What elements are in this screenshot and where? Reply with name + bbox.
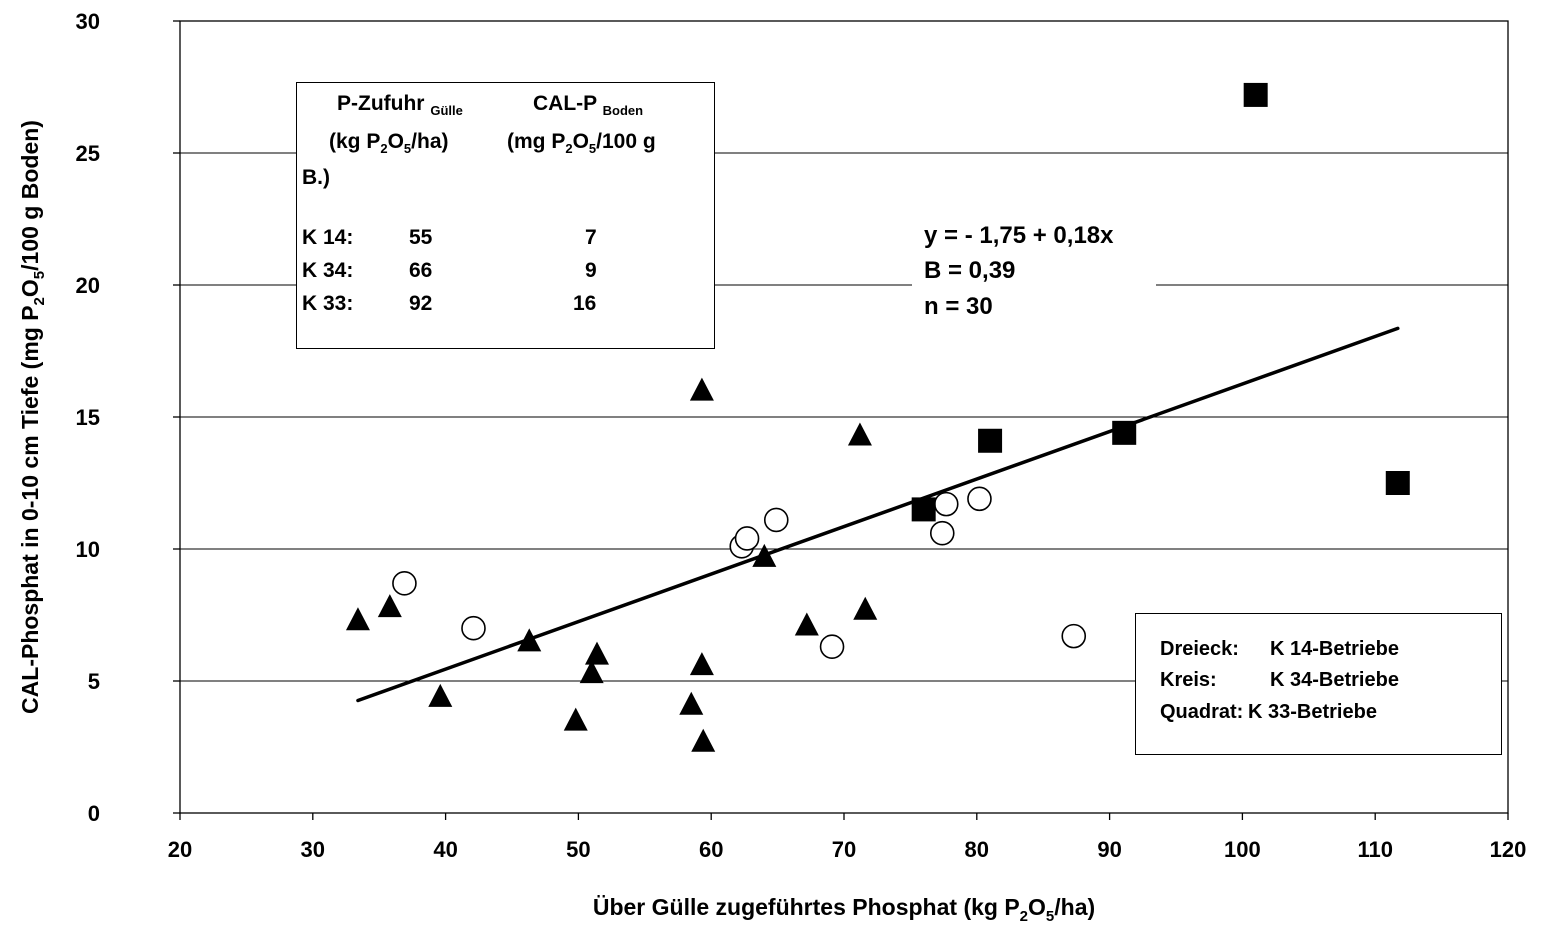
- x-tick-label: 30: [301, 837, 325, 862]
- legend-key: Kreis:: [1160, 669, 1217, 691]
- y-tick-label: 0: [88, 801, 100, 826]
- x-tick-label: 40: [433, 837, 457, 862]
- square-marker: [1385, 471, 1410, 495]
- circle-marker: [734, 526, 760, 551]
- y-tick-label: 20: [76, 273, 100, 298]
- table-header-right: CAL-P Boden: [533, 92, 644, 118]
- triangle-marker: [517, 628, 542, 652]
- circle-marker: [461, 615, 486, 641]
- x-tick-label: 100: [1224, 837, 1261, 862]
- table-row-label: K 34:: [302, 259, 354, 282]
- square-marker: [1243, 82, 1268, 107]
- triangle-marker: [563, 707, 588, 731]
- triangle-marker: [847, 422, 872, 446]
- table-row-label: K 14:: [302, 226, 354, 249]
- legend-value: K 34-Betriebe: [1270, 669, 1399, 691]
- legend-value: K 14-Betriebe: [1270, 638, 1399, 660]
- square-marker: [978, 428, 1003, 453]
- circle-marker: [392, 571, 417, 596]
- square-marker: [1112, 420, 1137, 445]
- circle-marker: [819, 634, 845, 659]
- triangle-marker: [377, 594, 402, 618]
- y-tick-label: 25: [76, 141, 100, 166]
- x-tick-label: 20: [168, 837, 192, 862]
- table-row-zufuhr: 66: [409, 259, 433, 282]
- x-axis-title: Über Gülle zugeführtes Phosphat (kg P2O5…: [593, 894, 1095, 925]
- regression-equation: y = - 1,75 + 0,18x: [924, 222, 1114, 249]
- legend-key: Dreieck:: [1160, 638, 1239, 660]
- triangle-marker: [853, 596, 878, 620]
- triangle-marker: [689, 377, 714, 401]
- x-tick-label: 80: [965, 837, 989, 862]
- y-tick-label: 15: [76, 405, 100, 430]
- x-tick-label: 120: [1490, 837, 1527, 862]
- triangle-marker: [428, 683, 453, 707]
- y-tick-label: 30: [76, 9, 100, 34]
- x-axis: 20 30 40 50 60 70 80 90 100 110 120: [168, 813, 1527, 862]
- table-row-zufuhr: 55: [409, 226, 433, 249]
- triangle-marker: [691, 728, 716, 752]
- table-row-calp: 9: [585, 259, 597, 282]
- x-tick-label: 70: [832, 837, 856, 862]
- triangle-marker: [689, 652, 714, 676]
- table-row-label: K 33:: [302, 292, 354, 315]
- legend-key: Quadrat:: [1160, 701, 1244, 723]
- x-tick-label: 110: [1357, 837, 1393, 862]
- triangle-marker: [584, 641, 609, 665]
- table-row-calp: 16: [573, 292, 597, 315]
- triangle-marker: [345, 607, 370, 631]
- table-unit-right: (mg P2O5/100 g: [507, 130, 656, 156]
- legend-value: K 33-Betriebe: [1248, 701, 1377, 723]
- regression-n-value: n = 30: [924, 293, 993, 320]
- circle-marker: [933, 491, 959, 517]
- legend: Dreieck: K 14-Betriebe Kreis: K 34-Betri…: [1135, 613, 1502, 755]
- table-row-zufuhr: 92: [409, 292, 433, 315]
- triangle-marker: [579, 660, 604, 684]
- table-row-calp: 7: [585, 226, 597, 249]
- circle-marker: [763, 507, 789, 533]
- triangle-marker: [679, 691, 704, 715]
- triangle-marker: [752, 543, 777, 567]
- table-unit-left: (kg P2O5/ha): [329, 130, 449, 156]
- table-unit-right-wrap: B.): [302, 166, 330, 189]
- circle-marker: [929, 520, 955, 546]
- regression-b-value: B = 0,39: [924, 257, 1016, 284]
- data-points: [345, 82, 1410, 752]
- x-tick-label: 90: [1097, 837, 1121, 862]
- y-tick-label: 5: [88, 669, 100, 694]
- regression-annotation: y = - 1,75 + 0,18x B = 0,39 n = 30: [912, 212, 1156, 328]
- x-tick-label: 60: [699, 837, 723, 862]
- triangle-marker: [794, 612, 819, 636]
- y-axis-title: CAL-Phosphat in 0-10 cm Tiefe (mg P2O5/1…: [17, 120, 48, 714]
- circle-marker: [1061, 623, 1087, 649]
- y-tick-label: 10: [76, 537, 100, 562]
- circle-marker: [967, 486, 992, 512]
- data-table-box: P-Zufuhr Gülle CAL-P Boden (kg P2O5/ha) …: [296, 82, 715, 349]
- square-marker: [911, 497, 936, 522]
- table-header-left: P-Zufuhr Gülle: [337, 92, 463, 118]
- y-axis: 0 5 10 15 20 25 30: [76, 9, 180, 826]
- x-tick-label: 50: [566, 837, 590, 862]
